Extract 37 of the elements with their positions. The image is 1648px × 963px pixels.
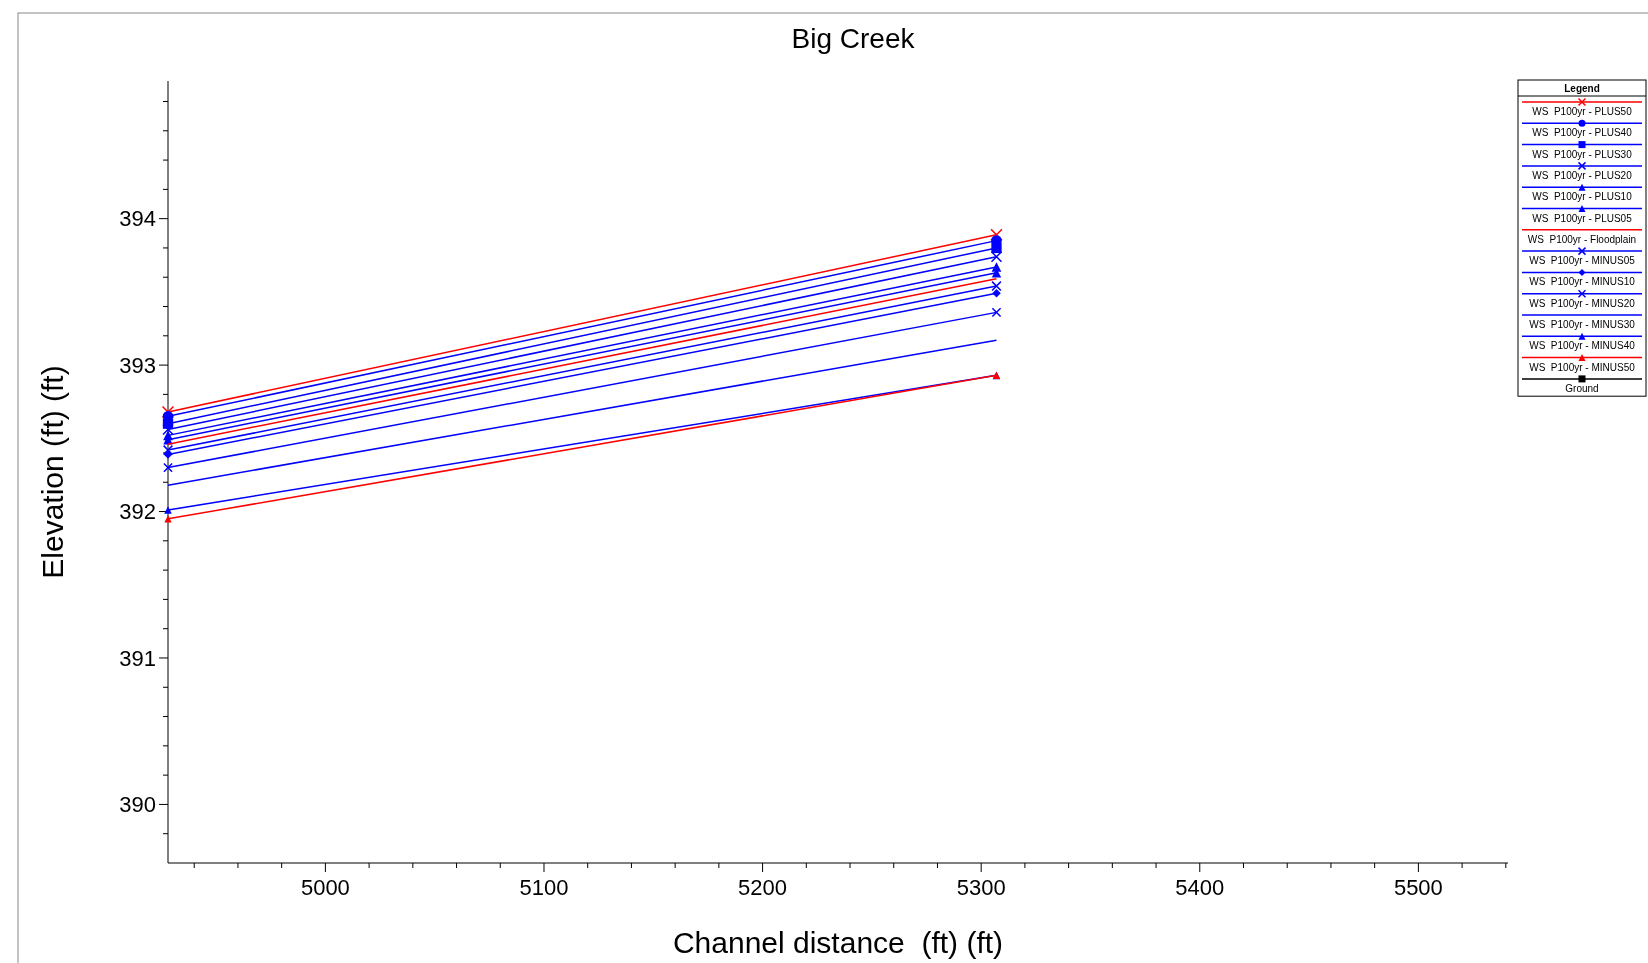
point (990, 250, 1003, 263)
text: WS P100yr - MINUS30 (1529, 319, 1636, 330)
point (163, 462, 173, 473)
y-tick-label: 394 (119, 206, 156, 232)
legend-label: WS P100yr - MINUS20 (1529, 297, 1636, 309)
legend-label: WS P100yr - MINUS50 (1529, 361, 1636, 373)
x-axis-title: Channel distance (ft) (ft) (672, 926, 1004, 959)
legend-label: WS P100yr - MINUS40 (1529, 340, 1636, 352)
legend-label: Ground (1565, 382, 1599, 394)
point (992, 289, 1001, 298)
legend-label: WS P100yr - PLUS50 (1532, 106, 1633, 117)
legend-label: WS P100yr - PLUS30 (1532, 148, 1633, 160)
y-tick-label: 393 (119, 352, 156, 378)
legend-title: Legend (1564, 83, 1600, 94)
x-tick-label: 5500 (1393, 875, 1443, 900)
point (161, 405, 175, 419)
chart-title: Big Creek (791, 23, 916, 54)
point (162, 444, 174, 456)
x-tick-label: 5300 (956, 875, 1006, 900)
legend-label: WS P100yr - MINUS10 (1529, 276, 1636, 288)
text: WS P100yr - Floodplain (1527, 233, 1637, 245)
x-tick-label: 5400 (1175, 875, 1225, 900)
legend-label: WS P100yr - PLUS10 (1532, 191, 1633, 203)
y-tick-label: 391 (119, 645, 156, 671)
legend-label: WS P100yr - PLUS05 (1532, 212, 1633, 224)
x-tick-label: 5200 (738, 875, 788, 900)
y-tick-label: 392 (119, 499, 156, 525)
y-axis-title: Elevation (ft) (ft) (36, 365, 69, 579)
point (991, 280, 1002, 292)
y-tick-label: 390 (119, 792, 156, 818)
x-tick-label: 5000 (300, 875, 350, 900)
legend-label: WS P100yr - PLUS20 (1532, 169, 1633, 181)
legend-label: WS P100yr - MINUS05 (1529, 255, 1636, 267)
point (991, 307, 1002, 318)
legend-label: WS P100yr - PLUS40 (1532, 127, 1633, 139)
point (991, 242, 1002, 254)
x-tick-label: 5100 (519, 875, 569, 900)
